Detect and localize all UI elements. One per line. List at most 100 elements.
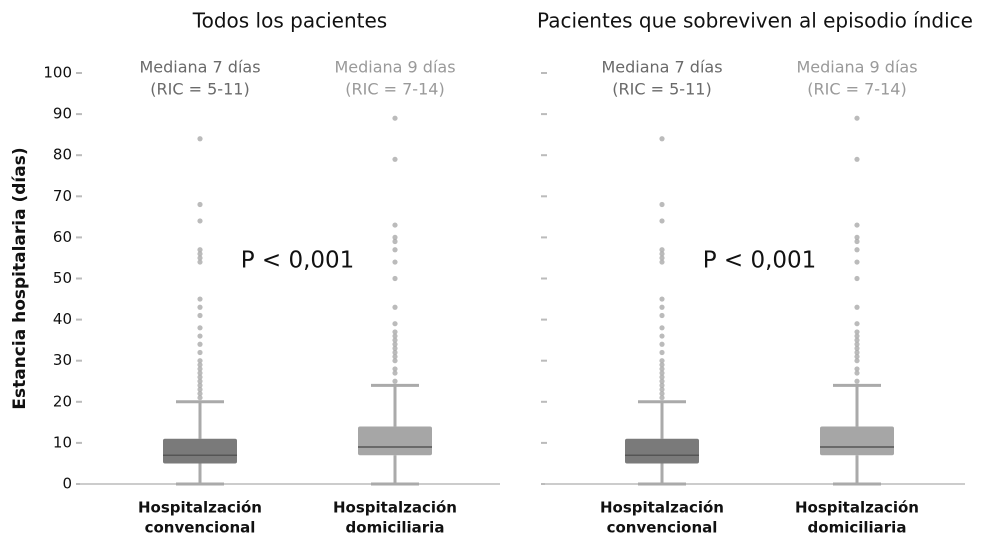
outlier [854,345,860,351]
outlier [659,259,665,265]
outlier [197,341,203,347]
box [358,426,432,456]
outlier [392,341,398,347]
outlier [197,304,203,310]
outlier [854,234,860,240]
y-tick-label: 0 [62,475,72,493]
outlier [197,358,203,364]
outlier [392,353,398,360]
outlier [197,247,203,253]
y-axis-label: Estancia hospitalaria (días) [10,147,30,409]
median-annotation: Mediana 9 días [334,58,455,77]
outlier [197,362,203,368]
box [625,438,699,464]
x-tick-label: Hospitalzación [138,499,262,517]
y-tick-label: 90 [53,105,72,123]
p-value-label: P < 0,001 [241,248,355,274]
outlier [197,395,203,401]
outlier [659,312,665,319]
box [163,438,237,464]
outlier [854,275,860,282]
x-tick-label: domiciliaria [808,519,907,537]
outlier [197,218,203,224]
outlier [197,390,203,397]
p-value-label: P < 0,001 [703,248,817,274]
outlier [659,218,665,224]
median-annotation: (RIC = 7-14) [807,80,906,99]
y-tick-label: 20 [53,392,72,410]
outlier [197,333,203,339]
outlier [197,255,203,261]
outlier [392,234,398,240]
outlier [659,382,665,388]
outlier [854,358,860,364]
median-annotation: (RIC = 5-11) [612,80,711,99]
x-tick-label: Hospitalzación [600,499,724,517]
outlier [197,312,203,319]
outlier [392,329,398,335]
outlier [392,378,398,384]
outlier [197,349,203,356]
outlier [659,341,665,347]
outlier [854,353,860,360]
outlier [659,395,665,401]
outlier [197,136,203,142]
chart-title: Pacientes que sobreviven al episodio índ… [537,9,973,33]
outlier [659,366,665,372]
outlier [659,362,665,368]
outlier [392,345,398,351]
outlier [854,247,860,253]
outlier [659,325,665,331]
outlier [659,296,665,302]
outlier [659,255,665,261]
outlier [854,366,860,372]
outlier [854,115,860,121]
outlier [659,358,665,364]
outlier [659,378,665,384]
outlier [392,115,398,121]
outlier [197,325,203,331]
outlier [854,222,860,228]
outlier [392,247,398,253]
outlier [197,201,203,208]
median-annotation: Mediana 7 días [139,58,260,77]
outlier [854,259,860,265]
outlier [854,349,860,356]
outlier [854,321,860,327]
outlier [659,349,665,356]
outlier [197,296,203,302]
outlier [854,378,860,384]
outlier [392,222,398,228]
outlier [392,333,398,339]
outlier [659,247,665,253]
outlier [392,259,398,265]
outlier [197,382,203,388]
box [820,426,894,456]
median-annotation: (RIC = 7-14) [345,80,444,99]
outlier [197,374,203,380]
outlier [854,304,860,310]
outlier [392,366,398,372]
y-tick-label: 50 [53,269,72,287]
x-tick-label: domiciliaria [346,519,445,537]
outlier [659,333,665,339]
outlier [392,238,398,245]
median-annotation: Mediana 9 días [796,58,917,77]
outlier [197,378,203,384]
outlier [197,366,203,372]
outlier [659,201,665,208]
outlier [854,337,860,343]
outlier [197,259,203,265]
outlier [854,333,860,339]
outlier [659,390,665,397]
x-tick-label: Hospitalzación [795,499,919,517]
outlier [854,329,860,335]
y-tick-label: 60 [53,228,72,246]
outlier [197,370,203,376]
outlier [659,374,665,380]
outlier [854,341,860,347]
outlier [659,251,665,257]
chart-title: Todos los pacientes [192,9,387,33]
outlier [659,386,665,393]
